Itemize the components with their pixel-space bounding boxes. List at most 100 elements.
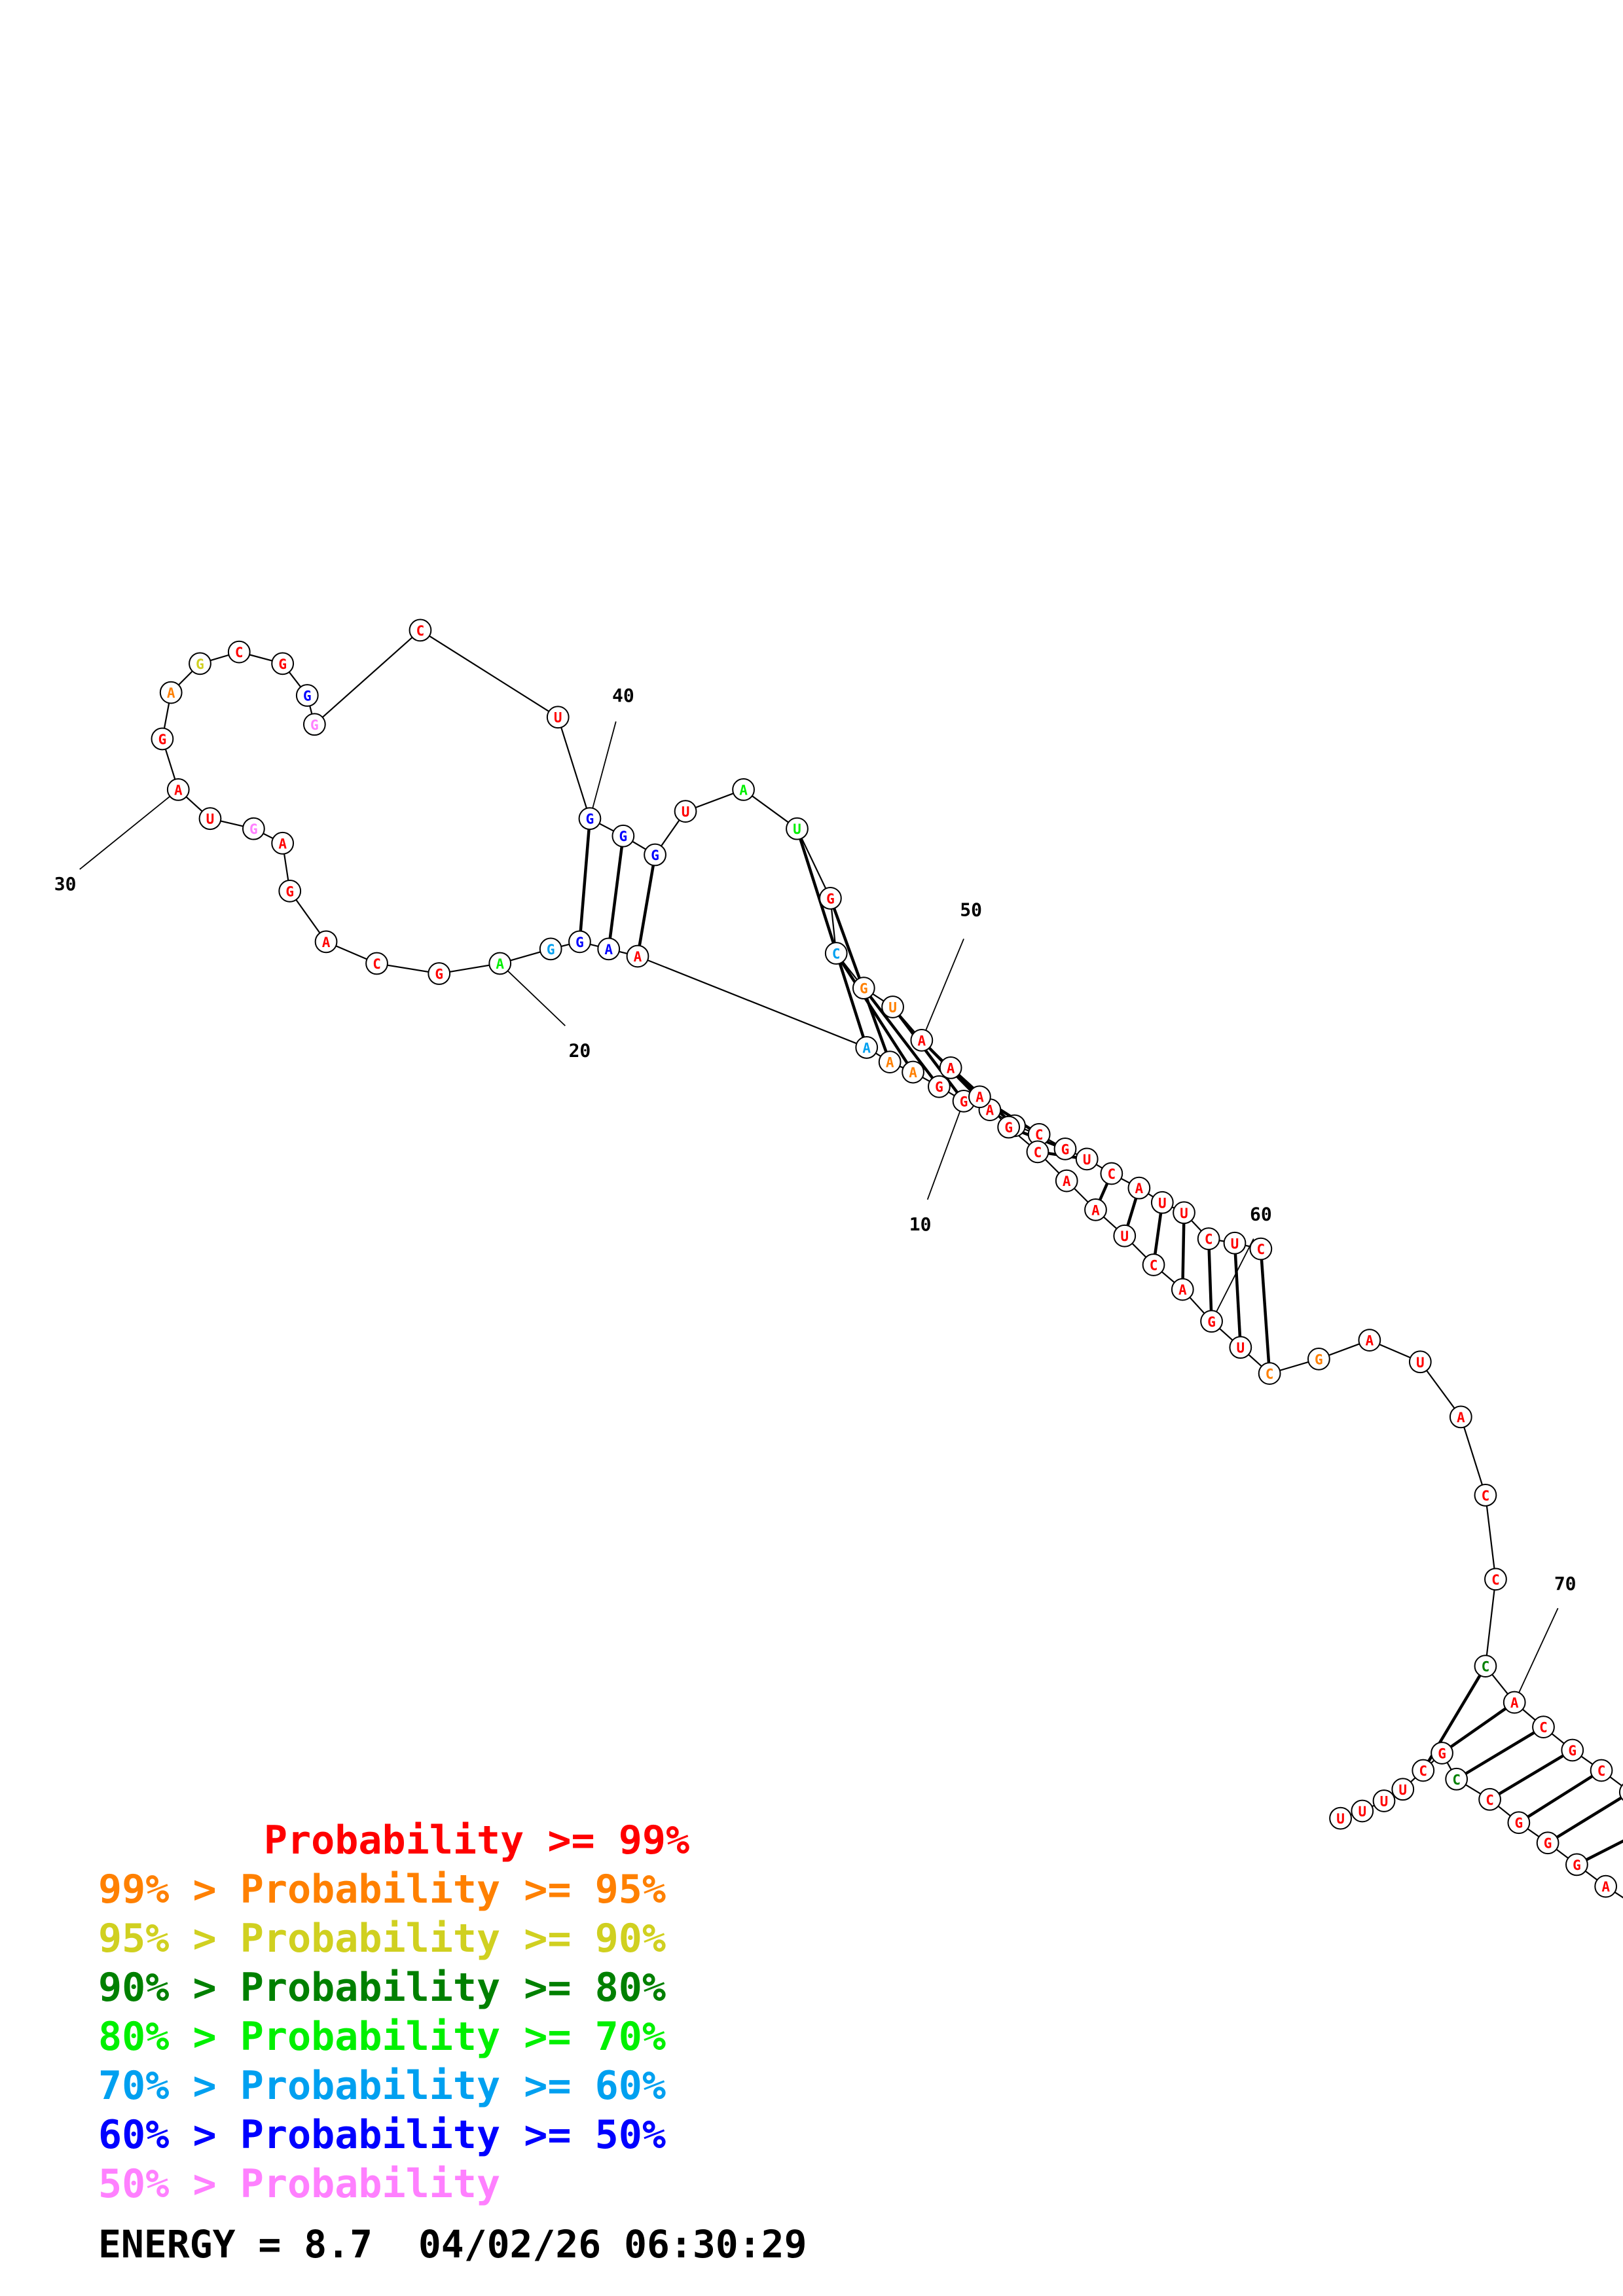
- nucleotide-circle: [1507, 1811, 1531, 1835]
- nucleotide-39: U: [546, 706, 570, 729]
- nucleotide-43: U: [674, 800, 697, 823]
- nucleotide-circle: [271, 652, 295, 675]
- nucleotide-circle: [1449, 1405, 1472, 1429]
- nucleotide-letter: G: [249, 821, 258, 837]
- nucleotide-letter: G: [547, 942, 555, 958]
- nucleotide-85: G: [1565, 1853, 1588, 1876]
- nucleotide-circle: [878, 1050, 902, 1073]
- nucleotide-letter: G: [1061, 1141, 1070, 1157]
- base-pair-line: [1181, 1223, 1186, 1279]
- nucleotide-circle: [786, 817, 809, 840]
- nucleotide-circle: [732, 778, 755, 801]
- nucleotide-letter: G: [651, 848, 659, 863]
- nucleotide-84: A: [1594, 1874, 1618, 1898]
- nucleotide-circle: [159, 681, 183, 704]
- backbone-segment: [1484, 1495, 1497, 1579]
- nucleotide-letter: U: [1398, 1782, 1407, 1798]
- nucleotide-letter: U: [793, 821, 801, 837]
- nucleotide-circle: [1351, 1799, 1374, 1823]
- nucleotide-letter: C: [416, 623, 425, 639]
- nucleotide-circle: [824, 942, 848, 965]
- nucleotide-letter: A: [918, 1033, 926, 1049]
- legend-row-p70: 80% > Probability >= 70%: [98, 2014, 666, 2060]
- nucleotide-letter: A: [739, 782, 748, 798]
- nucleotide-circle: [1142, 1253, 1165, 1276]
- nucleotide-circle: [597, 937, 621, 961]
- nucleotide-65: U: [1408, 1350, 1432, 1374]
- nucleotide-letter: G: [196, 656, 204, 672]
- nucleotide-92: U: [1391, 1778, 1415, 1801]
- nucleotide-circle: [1100, 1162, 1123, 1185]
- nucleotide-9: G: [1053, 1138, 1077, 1160]
- nucleotide-circle: [151, 727, 174, 751]
- nucleotide-circle: [1127, 1176, 1151, 1200]
- nucleotide-23: G: [428, 962, 451, 985]
- nucleotide-letter: A: [1135, 1181, 1144, 1196]
- nucleotide-letter: G: [158, 732, 167, 747]
- nucleotide-circle: [968, 1085, 991, 1109]
- tick-line: [79, 789, 179, 870]
- nucleotide-circle: [1590, 1759, 1613, 1782]
- nucleotide-73: C: [1590, 1759, 1613, 1782]
- nucleotide-circle: [488, 952, 512, 975]
- nucleotide-circle: [674, 800, 697, 823]
- nucleotide-circle: [227, 640, 251, 664]
- nucleotide-letter: U: [206, 812, 215, 827]
- nucleotide-circle: [1474, 1484, 1497, 1507]
- nucleotide-letter: C: [1539, 1720, 1548, 1736]
- nucleotide-letter: A: [634, 949, 642, 965]
- position-label: 70: [1554, 1573, 1577, 1594]
- base-pair-line: [1233, 1253, 1242, 1337]
- nucleotide-circle: [626, 944, 649, 968]
- base-pair-line: [1099, 1183, 1109, 1201]
- nucleotide-91: C: [1412, 1759, 1435, 1782]
- nucleotide-circle: [910, 1028, 934, 1052]
- nucleotide-52: A: [968, 1085, 991, 1109]
- nucleotide-letter: U: [1358, 1804, 1366, 1820]
- nucleotide-letter: U: [888, 999, 897, 1015]
- nucleotide-letter: G: [1568, 1743, 1577, 1759]
- nucleotide-letter: G: [960, 1094, 968, 1109]
- nucleotide-41: G: [611, 824, 635, 848]
- nucleotide-circle: [539, 937, 562, 961]
- nucleotide-letter: U: [1180, 1206, 1188, 1221]
- nucleotide-circle: [611, 824, 635, 848]
- nucleotide-letter: U: [1380, 1794, 1389, 1810]
- nucleotide-circle: [1561, 1738, 1584, 1762]
- nucleotide-28: G: [242, 817, 265, 840]
- nucleotide-circle: [1249, 1237, 1273, 1261]
- nucleotide-circle: [1197, 1227, 1220, 1251]
- nucleotide-letter: A: [986, 1103, 994, 1119]
- nucleotide-67: C: [1474, 1484, 1497, 1507]
- nucleotide-35: G: [271, 652, 295, 675]
- nucleotide-letter: G: [1544, 1836, 1552, 1852]
- nucleotide-circle: [1391, 1778, 1415, 1801]
- nucleotide-33: G: [189, 652, 211, 675]
- nucleotide-70: A: [1503, 1691, 1526, 1714]
- nucleotide-circle: [1223, 1231, 1247, 1255]
- nucleotide-circle: [1408, 1350, 1432, 1374]
- nucleotide-38: C: [409, 619, 432, 642]
- nucleotide-circle: [568, 930, 591, 954]
- nucleotide-circle: [1536, 1831, 1559, 1855]
- nucleotide-letter: G: [1438, 1746, 1446, 1761]
- legend-row-p50: 60% > Probability >= 50%: [98, 2112, 666, 2158]
- nucleotide-letter: C: [1491, 1572, 1500, 1588]
- base-pair-line: [579, 829, 591, 931]
- nucleotide-circle: [1484, 1568, 1507, 1591]
- nucleotide-57: U: [1113, 1224, 1137, 1247]
- nucleotide-letter: U: [1158, 1195, 1167, 1211]
- nucleotide-circle: [1055, 1169, 1078, 1193]
- nucleotide-58: C: [1142, 1253, 1165, 1276]
- nucleotide-letter: C: [1205, 1232, 1213, 1247]
- backbone-segment: [314, 630, 421, 725]
- nucleotide-letter: C: [1482, 1488, 1490, 1503]
- nucleotide-letter: A: [1510, 1695, 1519, 1711]
- nucleotide-letter: A: [278, 836, 287, 852]
- nucleotide-letter: G: [586, 812, 594, 827]
- nucleotide-18: A: [626, 944, 649, 968]
- nucleotide-26: G: [278, 879, 302, 903]
- backbone-segment: [1460, 1416, 1486, 1496]
- nucleotide-letter: U: [1083, 1152, 1091, 1168]
